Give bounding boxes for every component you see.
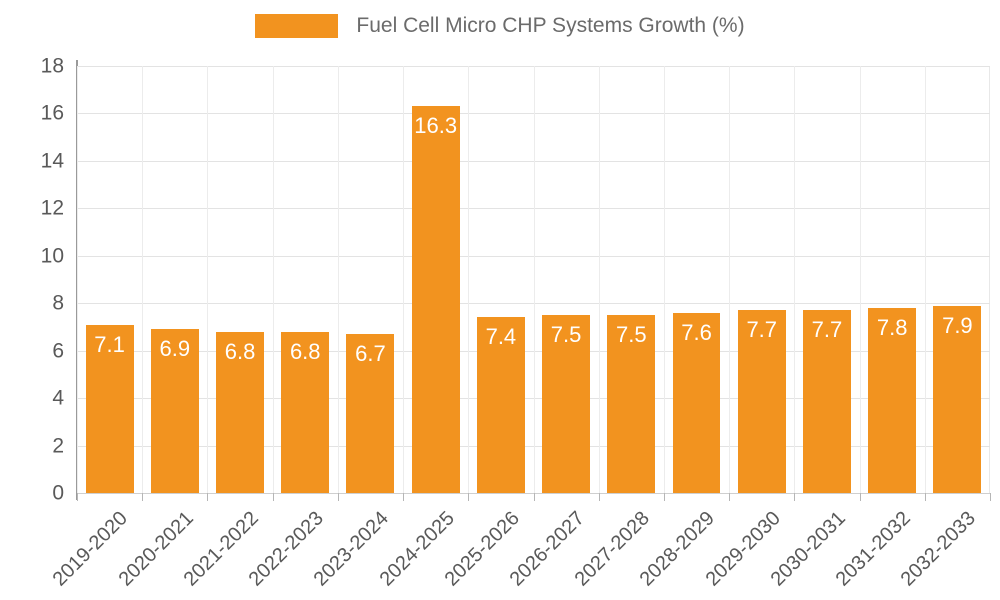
gridline-x: [533, 66, 535, 493]
x-tick-mark: [859, 493, 861, 501]
bar[interactable]: [476, 317, 525, 493]
x-tick-mark: [729, 493, 731, 501]
bar[interactable]: [150, 329, 199, 493]
bar[interactable]: [672, 312, 721, 493]
x-tick-mark: [142, 493, 144, 501]
gridline-x: [272, 66, 274, 493]
bar-slot: 7.9: [933, 66, 982, 493]
gridline-x: [859, 66, 861, 493]
bar[interactable]: [802, 310, 851, 493]
bar[interactable]: [542, 315, 591, 493]
y-tick-label: 12: [40, 196, 64, 220]
bar[interactable]: [737, 310, 786, 493]
bar-slot: 7.6: [672, 66, 721, 493]
chart-legend: Fuel Cell Micro CHP Systems Growth (%): [0, 14, 1000, 38]
y-tick-label: 2: [52, 434, 64, 458]
gridline-x: [207, 66, 209, 493]
x-tick-mark: [403, 493, 405, 501]
x-tick-mark: [337, 493, 339, 501]
gridline-x: [924, 66, 926, 493]
gridline-x: [337, 66, 339, 493]
bar-slot: 7.1: [85, 66, 134, 493]
plot-area: 7.1 6.9 6.8 6.8 6.7 16.3 7.4 7.5 7.5 7.6 7.7 7.7 7.8…: [77, 66, 990, 494]
gridline-x: [794, 66, 796, 493]
bar[interactable]: [281, 331, 330, 493]
bar[interactable]: [346, 334, 395, 493]
y-tick-label: 4: [52, 386, 64, 410]
bar[interactable]: [607, 315, 656, 493]
gridline-x: [77, 66, 78, 493]
x-tick-mark: [533, 493, 535, 501]
bar-slot: 6.8: [216, 66, 264, 493]
x-tick-mark: [468, 493, 470, 501]
x-tick-mark: [990, 493, 991, 501]
bar-slot: 7.7: [802, 66, 851, 493]
gridline-x: [403, 66, 405, 493]
legend-color-swatch: [255, 14, 339, 38]
gridline-x: [663, 66, 665, 493]
bar-slot: 7.5: [607, 66, 656, 493]
x-tick-mark: [794, 493, 796, 501]
y-tick-label: 8: [52, 291, 64, 315]
x-tick-mark: [77, 493, 78, 501]
legend-label: Fuel Cell Micro CHP Systems Growth (%): [356, 14, 745, 37]
y-axis-tick-labels: 0 2 4 6 8 10 12 14 16 18: [0, 56, 64, 504]
x-tick-mark: [924, 493, 926, 501]
bar[interactable]: [411, 106, 460, 493]
y-tick-label: 18: [40, 54, 64, 78]
gridline-x: [729, 66, 731, 493]
gridline-x: [598, 66, 600, 493]
x-tick-mark: [207, 493, 209, 501]
y-tick-label: 14: [40, 149, 64, 173]
y-tick-label: 6: [52, 339, 64, 363]
y-tick-label: 16: [40, 101, 64, 125]
legend-entry[interactable]: Fuel Cell Micro CHP Systems Growth (%): [255, 14, 745, 38]
bar-slot: 7.8: [868, 66, 917, 493]
x-tick-mark: [272, 493, 274, 501]
bar-slot: 7.4: [476, 66, 525, 493]
bar[interactable]: [933, 305, 982, 493]
bar-slot: 6.9: [150, 66, 199, 493]
gridline-x: [142, 66, 144, 493]
gridline-x: [468, 66, 470, 493]
bar-slot: 16.3: [411, 66, 460, 493]
x-tick-mark: [663, 493, 665, 501]
bar-slot: 7.7: [737, 66, 786, 493]
y-tick-label: 10: [40, 244, 64, 268]
bar[interactable]: [85, 324, 134, 493]
y-tick-label: 0: [52, 481, 64, 505]
bar-slot: 6.7: [346, 66, 395, 493]
bar[interactable]: [216, 331, 264, 493]
bar-slot: 7.5: [542, 66, 591, 493]
bar[interactable]: [868, 307, 917, 493]
bar-slot: 6.8: [281, 66, 330, 493]
x-tick-mark: [598, 493, 600, 501]
